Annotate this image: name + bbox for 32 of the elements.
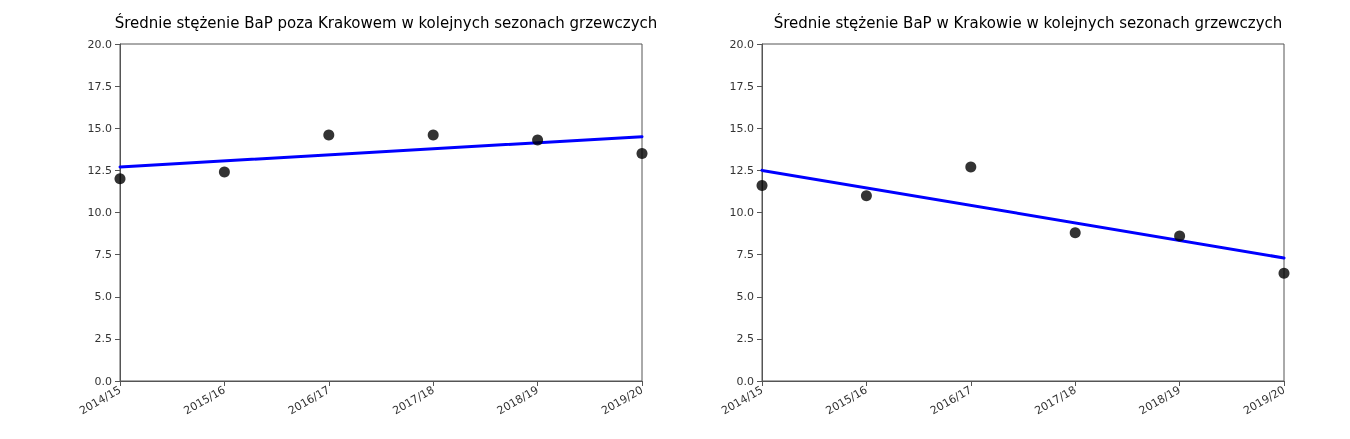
y-tick-label: 12.5 xyxy=(87,163,112,177)
y-tick-label: 17.5 xyxy=(729,79,754,93)
y-tick-label: 20.0 xyxy=(729,37,754,51)
y-tick-label: 20.0 xyxy=(87,37,112,51)
chart-title: Średnie stężenie BaP poza Krakowem w kolejnych sezonach grzewczych xyxy=(114,12,658,32)
y-tick-label: 7.5 xyxy=(736,248,754,262)
y-tick-label: 2.5 xyxy=(736,332,754,346)
point xyxy=(114,173,126,185)
point xyxy=(427,129,439,141)
y-tick-label: 5.0 xyxy=(94,290,112,304)
y-tick-label: 10.0 xyxy=(87,206,112,219)
y-tick-label: 5.0 xyxy=(736,290,754,304)
y-tick-label: 2.5 xyxy=(94,332,112,346)
y-tick-label: 12.5 xyxy=(729,163,754,177)
point xyxy=(860,190,872,202)
point xyxy=(1278,267,1290,279)
point xyxy=(756,180,768,192)
point xyxy=(532,134,544,146)
y-tick-label: 0.0 xyxy=(94,374,112,388)
y-tick-label: 0.0 xyxy=(736,374,754,388)
point xyxy=(1069,227,1081,239)
point xyxy=(218,166,230,178)
point xyxy=(323,129,335,141)
y-tick-label: 15.0 xyxy=(87,121,112,135)
y-tick-label: 7.5 xyxy=(94,248,112,262)
y-tick-label: 15.0 xyxy=(729,121,754,135)
point xyxy=(1174,230,1186,242)
y-tick-label: 17.5 xyxy=(87,79,112,93)
y-tick-label: 10.0 xyxy=(729,206,754,219)
point xyxy=(636,148,648,160)
chart-title: Średnie stężenie BaP w Krakowie w kolejnych sezonach grzewczych xyxy=(773,12,1283,32)
point xyxy=(965,161,977,173)
